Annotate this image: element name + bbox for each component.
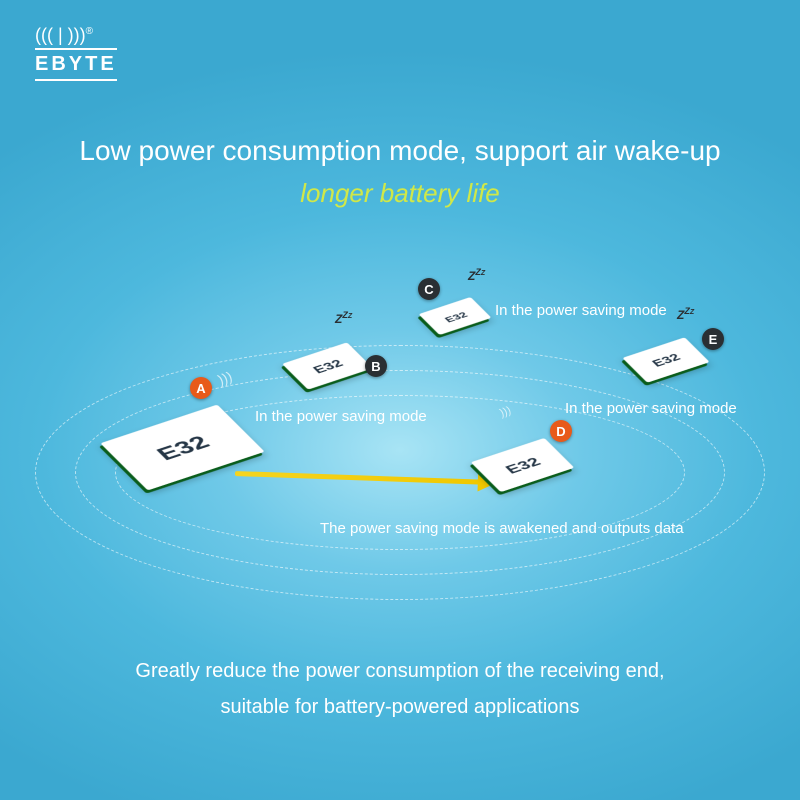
module-c-label: E32 [442, 310, 470, 324]
caption-d: The power saving mode is awakened and ou… [320, 520, 684, 537]
module-e: E32 [630, 335, 702, 385]
sleep-icon-c: ZZZ [468, 267, 485, 283]
module-d: E32 [480, 435, 565, 495]
sleep-icon-e: ZZZ [677, 306, 694, 322]
module-a: E32 [115, 400, 250, 495]
heading-secondary: longer battery life [0, 178, 800, 209]
footer-text: Greatly reduce the power consumption of … [0, 653, 800, 725]
badge-c: C [418, 278, 440, 300]
caption-b: In the power saving mode [255, 408, 427, 425]
heading-primary: Low power consumption mode, support air … [0, 135, 800, 167]
module-b-label: E32 [310, 358, 346, 377]
module-a-label: E32 [152, 432, 215, 464]
caption-e: In the power saving mode [565, 400, 737, 417]
brand-logo: ((( | )))® EBYTE [35, 25, 117, 81]
sleep-icon-b: ZZZ [335, 310, 352, 326]
footer-line-2: suitable for battery-powered application… [0, 689, 800, 725]
module-e-label: E32 [650, 352, 684, 369]
badge-d: D [550, 420, 572, 442]
brand-antenna-icon: ((( | )))® [35, 25, 117, 46]
badge-b: B [365, 355, 387, 377]
module-d-label: E32 [502, 455, 544, 477]
caption-c: In the power saving mode [495, 302, 667, 319]
footer-line-1: Greatly reduce the power consumption of … [0, 653, 800, 689]
module-b: E32 [290, 340, 365, 392]
module-c: E32 [425, 295, 485, 337]
brand-name: EBYTE [35, 48, 117, 81]
badge-e: E [702, 328, 724, 350]
diagram-stage: E32 ))) A E32 ZZZ B In the power saving … [0, 260, 800, 620]
badge-a: A [190, 377, 212, 399]
